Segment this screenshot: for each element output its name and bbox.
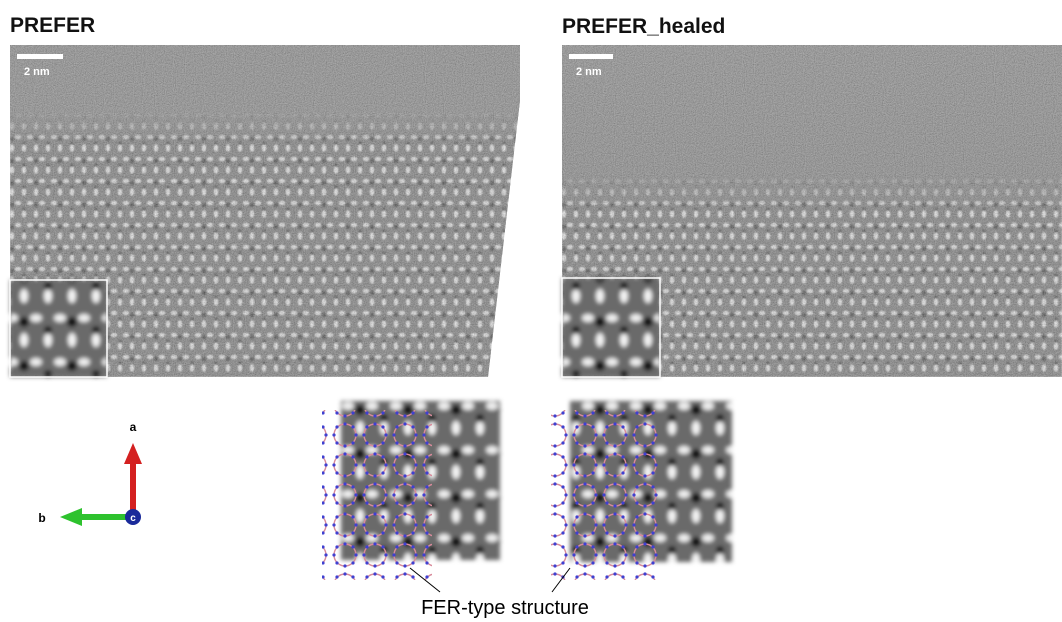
caption: FER-type structure (421, 597, 589, 619)
axis-label: c (130, 513, 136, 524)
axes-indicator: a b c (38, 420, 142, 526)
scale-label: 2 nm (576, 66, 602, 78)
simulation (551, 401, 732, 580)
inset (9, 279, 108, 378)
panel-title: PREFER (10, 14, 95, 37)
panel-title: PREFER_healed (562, 15, 725, 38)
axis-label: a (130, 420, 137, 434)
leader-line (409, 567, 441, 593)
inset (561, 277, 661, 378)
axis-label: b (38, 511, 45, 525)
simulation (322, 401, 500, 580)
scale-bar (17, 54, 63, 59)
tem-image (10, 45, 520, 377)
scale-bar (569, 54, 613, 59)
leader-line (551, 567, 571, 593)
scale-label: 2 nm (24, 66, 50, 78)
